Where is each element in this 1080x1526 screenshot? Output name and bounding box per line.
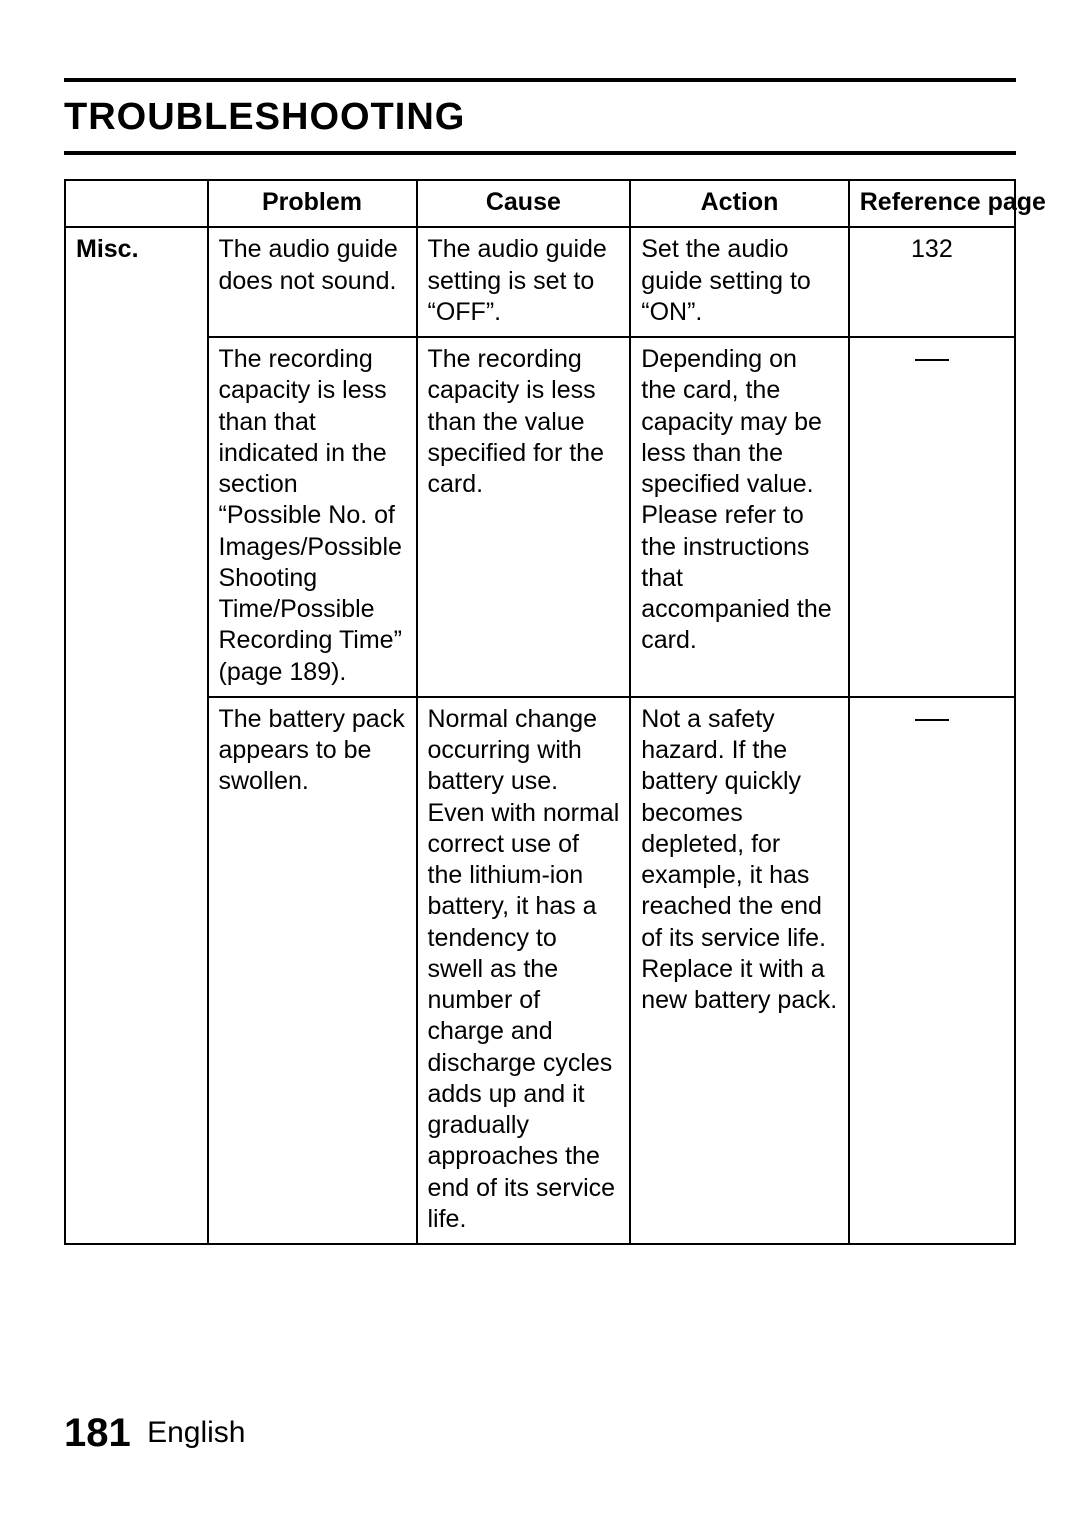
table-row: The recording capacity is less than that… — [65, 337, 1015, 697]
cause-cell: The audio guide setting is set to “OFF”. — [417, 227, 631, 337]
page-footer: 181 English — [64, 1411, 246, 1456]
problem-cell: The audio guide does not sound. — [208, 227, 417, 337]
action-cell: Depending on the card, the capacity may … — [630, 337, 849, 697]
col-header-action: Action — [630, 180, 849, 227]
col-header-reference: Reference page — [849, 180, 1015, 227]
page-title: TROUBLESHOOTING — [64, 96, 1016, 139]
title-rule — [64, 151, 1016, 155]
page-number: 181 — [64, 1411, 131, 1455]
reference-cell — [849, 697, 1015, 1244]
problem-cell: The battery pack appears to be swollen. — [208, 697, 417, 1244]
table-row: The battery pack appears to be swollen. … — [65, 697, 1015, 1244]
dash-icon — [915, 359, 949, 361]
col-header-problem: Problem — [208, 180, 417, 227]
reference-cell: 132 — [849, 227, 1015, 337]
action-cell: Set the audio guide setting to “ON”. — [630, 227, 849, 337]
col-header-cause: Cause — [417, 180, 631, 227]
page-language: English — [147, 1416, 245, 1449]
top-rule — [64, 78, 1016, 82]
action-cell: Not a safety hazard. If the battery quic… — [630, 697, 849, 1244]
troubleshooting-table: Problem Cause Action Reference page Misc… — [64, 179, 1016, 1245]
table-row: Misc. The audio guide does not sound. Th… — [65, 227, 1015, 337]
cause-cell: The recording capacity is less than the … — [417, 337, 631, 697]
col-header-category — [65, 180, 208, 227]
cause-cell: Normal change occurring with battery use… — [417, 697, 631, 1244]
page: TROUBLESHOOTING Problem Cause Action Ref… — [0, 0, 1080, 1526]
category-cell: Misc. — [65, 227, 208, 1244]
dash-icon — [915, 719, 949, 721]
problem-cell: The recording capacity is less than that… — [208, 337, 417, 697]
reference-cell — [849, 337, 1015, 697]
table-header-row: Problem Cause Action Reference page — [65, 180, 1015, 227]
